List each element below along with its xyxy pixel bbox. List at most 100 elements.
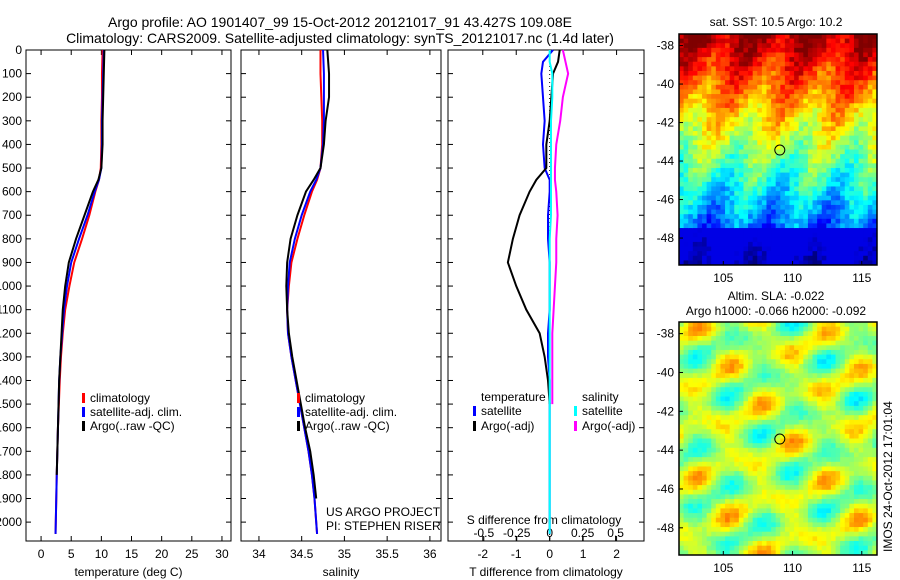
- map-cell: [826, 457, 832, 463]
- map-cell: [872, 117, 878, 123]
- map-cell: [715, 177, 721, 183]
- map-cell: [706, 466, 712, 472]
- map-cell: [872, 144, 878, 150]
- map-cell: [803, 541, 809, 547]
- map-cell: [692, 415, 698, 421]
- map-cell: [692, 158, 698, 164]
- y-tick-label: 1000: [0, 279, 22, 293]
- map-cell: [711, 38, 717, 44]
- map-cell: [683, 200, 689, 206]
- map-cell: [830, 452, 837, 458]
- map-cell: [784, 43, 791, 49]
- map-cell: [697, 172, 703, 178]
- map-cell: [743, 322, 749, 328]
- map-cell: [761, 218, 767, 224]
- map-cell: [738, 38, 744, 44]
- map-cell: [798, 246, 804, 252]
- map-cell: [748, 103, 754, 109]
- map-cell: [720, 112, 726, 118]
- map-cell: [858, 429, 864, 435]
- map-cell: [853, 135, 860, 141]
- map-cell: [844, 214, 850, 220]
- map-cell: [844, 335, 850, 342]
- map-cell: [752, 163, 758, 169]
- map-cell: [683, 246, 689, 252]
- map-cell: [844, 43, 850, 49]
- map-cell: [863, 513, 869, 519]
- map-cell: [771, 485, 777, 491]
- map-cell: [780, 541, 786, 547]
- map-cell: [872, 401, 878, 407]
- map-cell: [830, 195, 837, 201]
- map-cell: [692, 382, 698, 388]
- map-cell: [821, 429, 827, 435]
- map-cell: [789, 536, 795, 542]
- map-cell: [748, 66, 754, 72]
- map-cell: [711, 61, 717, 67]
- map-cell: [872, 494, 878, 500]
- map-cell: [757, 517, 763, 523]
- map-cell: [798, 200, 804, 206]
- map-cell: [715, 475, 721, 481]
- map-cell: [748, 359, 754, 365]
- map-cell: [729, 485, 735, 491]
- map-cell: [798, 429, 804, 435]
- map-cell: [706, 80, 712, 86]
- map-cell: [798, 144, 804, 150]
- map-cell: [812, 438, 818, 444]
- map-cell: [748, 98, 754, 104]
- map-cell: [817, 354, 823, 360]
- map-cell: [725, 144, 731, 150]
- map-cell: [725, 167, 731, 174]
- map-cell: [757, 405, 763, 412]
- map-cell: [711, 377, 717, 384]
- map-cell: [702, 475, 708, 481]
- map-cell: [761, 387, 767, 393]
- map-cell: [766, 424, 772, 430]
- map-cell: [853, 131, 860, 137]
- map-cell: [697, 489, 703, 495]
- map-cell: [720, 424, 726, 430]
- map-cell: [757, 84, 763, 90]
- map-cell: [812, 335, 818, 342]
- map-cell: [711, 204, 717, 211]
- map-cell: [743, 359, 749, 365]
- map-cell: [858, 517, 864, 523]
- map-cell: [752, 149, 758, 155]
- map-cell: [743, 117, 749, 123]
- map-cell: [738, 158, 744, 164]
- map-cell: [812, 387, 818, 393]
- map-cell: [692, 61, 698, 67]
- map-cell: [821, 135, 827, 141]
- map-cell: [780, 38, 786, 44]
- map-cell: [798, 154, 804, 160]
- map-cell: [849, 471, 855, 477]
- map-cell: [817, 489, 823, 495]
- map-cell: [817, 167, 823, 174]
- map-cell: [821, 410, 827, 416]
- map-cell: [807, 494, 814, 500]
- map-cell: [794, 494, 800, 500]
- map-cell: [835, 84, 841, 90]
- map-cell: [784, 84, 791, 90]
- map-cell: [697, 121, 703, 127]
- map-cell: [761, 251, 767, 257]
- map-cell: [734, 135, 740, 141]
- map-cell: [679, 396, 685, 402]
- map-cell: [697, 195, 703, 201]
- map-cell: [720, 70, 726, 77]
- map-cell: [752, 214, 758, 220]
- map-cell: [807, 443, 814, 449]
- map-cell: [863, 112, 869, 118]
- map-cell: [803, 527, 809, 533]
- map-cell: [761, 377, 767, 384]
- map-cell: [821, 345, 827, 351]
- map-cell: [748, 223, 754, 229]
- map-cell: [780, 415, 786, 421]
- map-cell: [771, 541, 777, 547]
- map-cell: [702, 66, 708, 72]
- map-cell: [849, 322, 855, 328]
- map-cell: [683, 541, 689, 547]
- map-cell: [725, 471, 731, 477]
- map-cell: [817, 98, 823, 104]
